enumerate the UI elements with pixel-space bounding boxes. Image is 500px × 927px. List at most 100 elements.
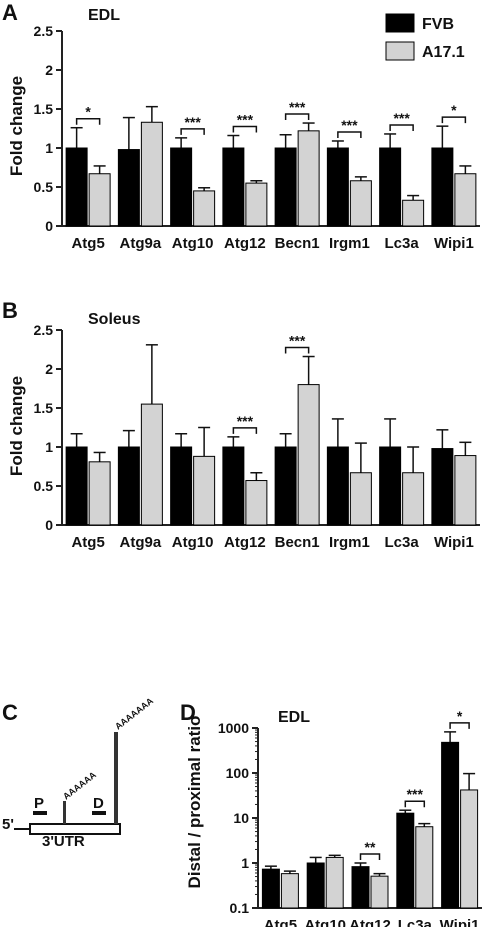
- y-tick-label: 10: [233, 810, 249, 826]
- bar-a171: [245, 182, 268, 227]
- bar-fvb: [261, 868, 280, 909]
- x-category-label: Wipi1: [434, 235, 474, 252]
- bar-a171: [140, 403, 163, 526]
- panel-d-ylabel: Distal / proximal ratio: [185, 716, 204, 889]
- legend-swatch-a171: [385, 41, 415, 61]
- significance-label: ***: [407, 786, 424, 802]
- probe-p-bar: [33, 811, 47, 815]
- y-tick-label: 0.5: [34, 478, 54, 494]
- panel-b-ylabel: Fold change: [7, 376, 26, 476]
- significance-label: ***: [237, 112, 254, 128]
- bar-fvb: [117, 446, 140, 526]
- panel-a-title: EDL: [88, 7, 120, 24]
- bar-a171: [402, 199, 425, 227]
- bar-a171: [297, 130, 320, 227]
- bar-fvb: [379, 147, 402, 227]
- y-tick-label: 0.5: [34, 179, 54, 195]
- significance-bracket: [232, 427, 258, 434]
- panel-d-title: EDL: [278, 709, 310, 726]
- y-tick-label: 1.5: [34, 101, 54, 117]
- significance-bracket: [449, 722, 470, 729]
- y-tick-label: 100: [226, 765, 250, 781]
- significance-bracket: [389, 124, 414, 131]
- significance-bracket: [441, 116, 467, 124]
- panel-label-b: B: [2, 298, 18, 323]
- significance-bracket: [284, 346, 310, 354]
- significance-label: ***: [289, 99, 306, 115]
- y-tick-label: 1: [45, 439, 53, 455]
- bar-fvb: [431, 448, 454, 526]
- x-category-label: Atg5: [71, 235, 104, 252]
- bar-a171: [280, 873, 299, 909]
- x-category-label: Atg5: [71, 534, 104, 551]
- short-isoform-stem: [63, 801, 66, 824]
- y-tick-label: 1: [241, 855, 249, 871]
- significance-label: **: [365, 839, 376, 855]
- x-category-label: Atg10: [304, 917, 346, 927]
- bar-a171: [245, 480, 268, 526]
- significance-bracket: [75, 117, 101, 125]
- significance-bracket: [337, 131, 362, 138]
- bar-a171: [415, 826, 434, 909]
- significance-label: ***: [237, 413, 254, 429]
- bar-a171: [297, 384, 320, 526]
- bar-a171: [140, 121, 163, 227]
- x-category-label: Lc3a: [398, 917, 433, 927]
- legend-label-fvb: FVB: [422, 16, 454, 33]
- bar-a171: [88, 173, 111, 227]
- bar-fvb: [170, 147, 193, 227]
- probe-d-bar: [92, 811, 106, 815]
- bar-fvb: [65, 446, 88, 526]
- significance-label: *: [457, 708, 463, 724]
- significance-label: ***: [393, 110, 410, 126]
- bar-fvb: [65, 147, 88, 227]
- panel-label-a: A: [2, 0, 18, 25]
- x-category-label: Becn1: [275, 235, 320, 252]
- panel-label-d: D: [180, 700, 196, 725]
- panel-b-title: Soleus: [88, 311, 141, 328]
- significance-bracket: [180, 128, 205, 135]
- y-tick-label: 2.5: [34, 322, 54, 338]
- significance-label: ***: [184, 114, 201, 130]
- bar-fvb: [274, 446, 297, 526]
- significance-bracket: [284, 113, 310, 121]
- significance-bracket: [232, 125, 258, 133]
- y-tick-label: 0.1: [230, 900, 250, 916]
- bar-fvb: [170, 446, 193, 526]
- utr-box: [29, 823, 121, 835]
- bar-a171: [325, 856, 344, 909]
- x-category-label: Atg10: [172, 534, 214, 551]
- legend-swatch-fvb: [385, 13, 415, 33]
- probe-d-label: D: [93, 795, 104, 812]
- x-category-label: Atg5: [264, 917, 297, 927]
- y-tick-label: 1: [45, 140, 53, 156]
- legend-label-a171: A17.1: [422, 44, 465, 61]
- bar-a171: [193, 190, 216, 227]
- y-tick-label: 0: [45, 517, 53, 533]
- y-tick-label: 2: [45, 361, 53, 377]
- x-category-label: Atg12: [224, 235, 266, 252]
- panel-label-c: C: [2, 700, 18, 725]
- x-category-label: Wipi1: [434, 534, 474, 551]
- y-tick-label: 2.5: [34, 23, 54, 39]
- bar-a171: [88, 461, 111, 526]
- bar-fvb: [379, 446, 402, 526]
- x-category-label: Irgm1: [329, 534, 370, 551]
- chart-edl-fold-change: 0 0.5 1 1.5 2 2.5 Atg5 Atg9a Atg10 Atg12 Becn1 Irgm…: [34, 23, 480, 252]
- bar-a171: [454, 173, 477, 227]
- probe-p-label: P: [34, 795, 44, 812]
- significance-bracket: [359, 853, 381, 860]
- significance-bracket: [404, 800, 426, 808]
- x-category-label: Atg9a: [120, 534, 162, 551]
- bar-fvb: [306, 862, 325, 909]
- bar-fvb: [222, 446, 245, 526]
- bar-a171: [370, 875, 389, 909]
- x-category-label: Atg10: [172, 235, 214, 252]
- y-tick-label: 1000: [218, 720, 249, 736]
- bar-fvb: [117, 149, 140, 227]
- bar-a171: [193, 455, 216, 526]
- x-category-label: Becn1: [275, 534, 320, 551]
- bar-a171: [454, 455, 477, 526]
